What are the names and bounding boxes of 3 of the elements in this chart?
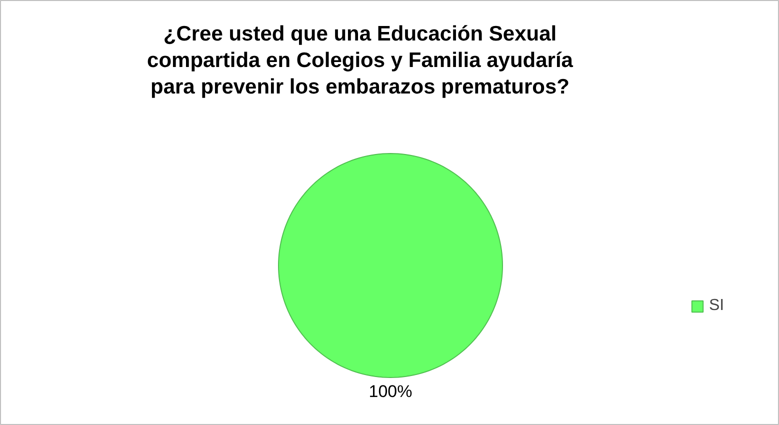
legend-label: SI — [709, 297, 726, 315]
data-label: 100% — [368, 382, 412, 401]
chart-title: ¿Cree usted que una Educación Sexual compartida en Colegios y Familia ayudaría para prevenir los embarazos prematuros? — [147, 22, 574, 98]
